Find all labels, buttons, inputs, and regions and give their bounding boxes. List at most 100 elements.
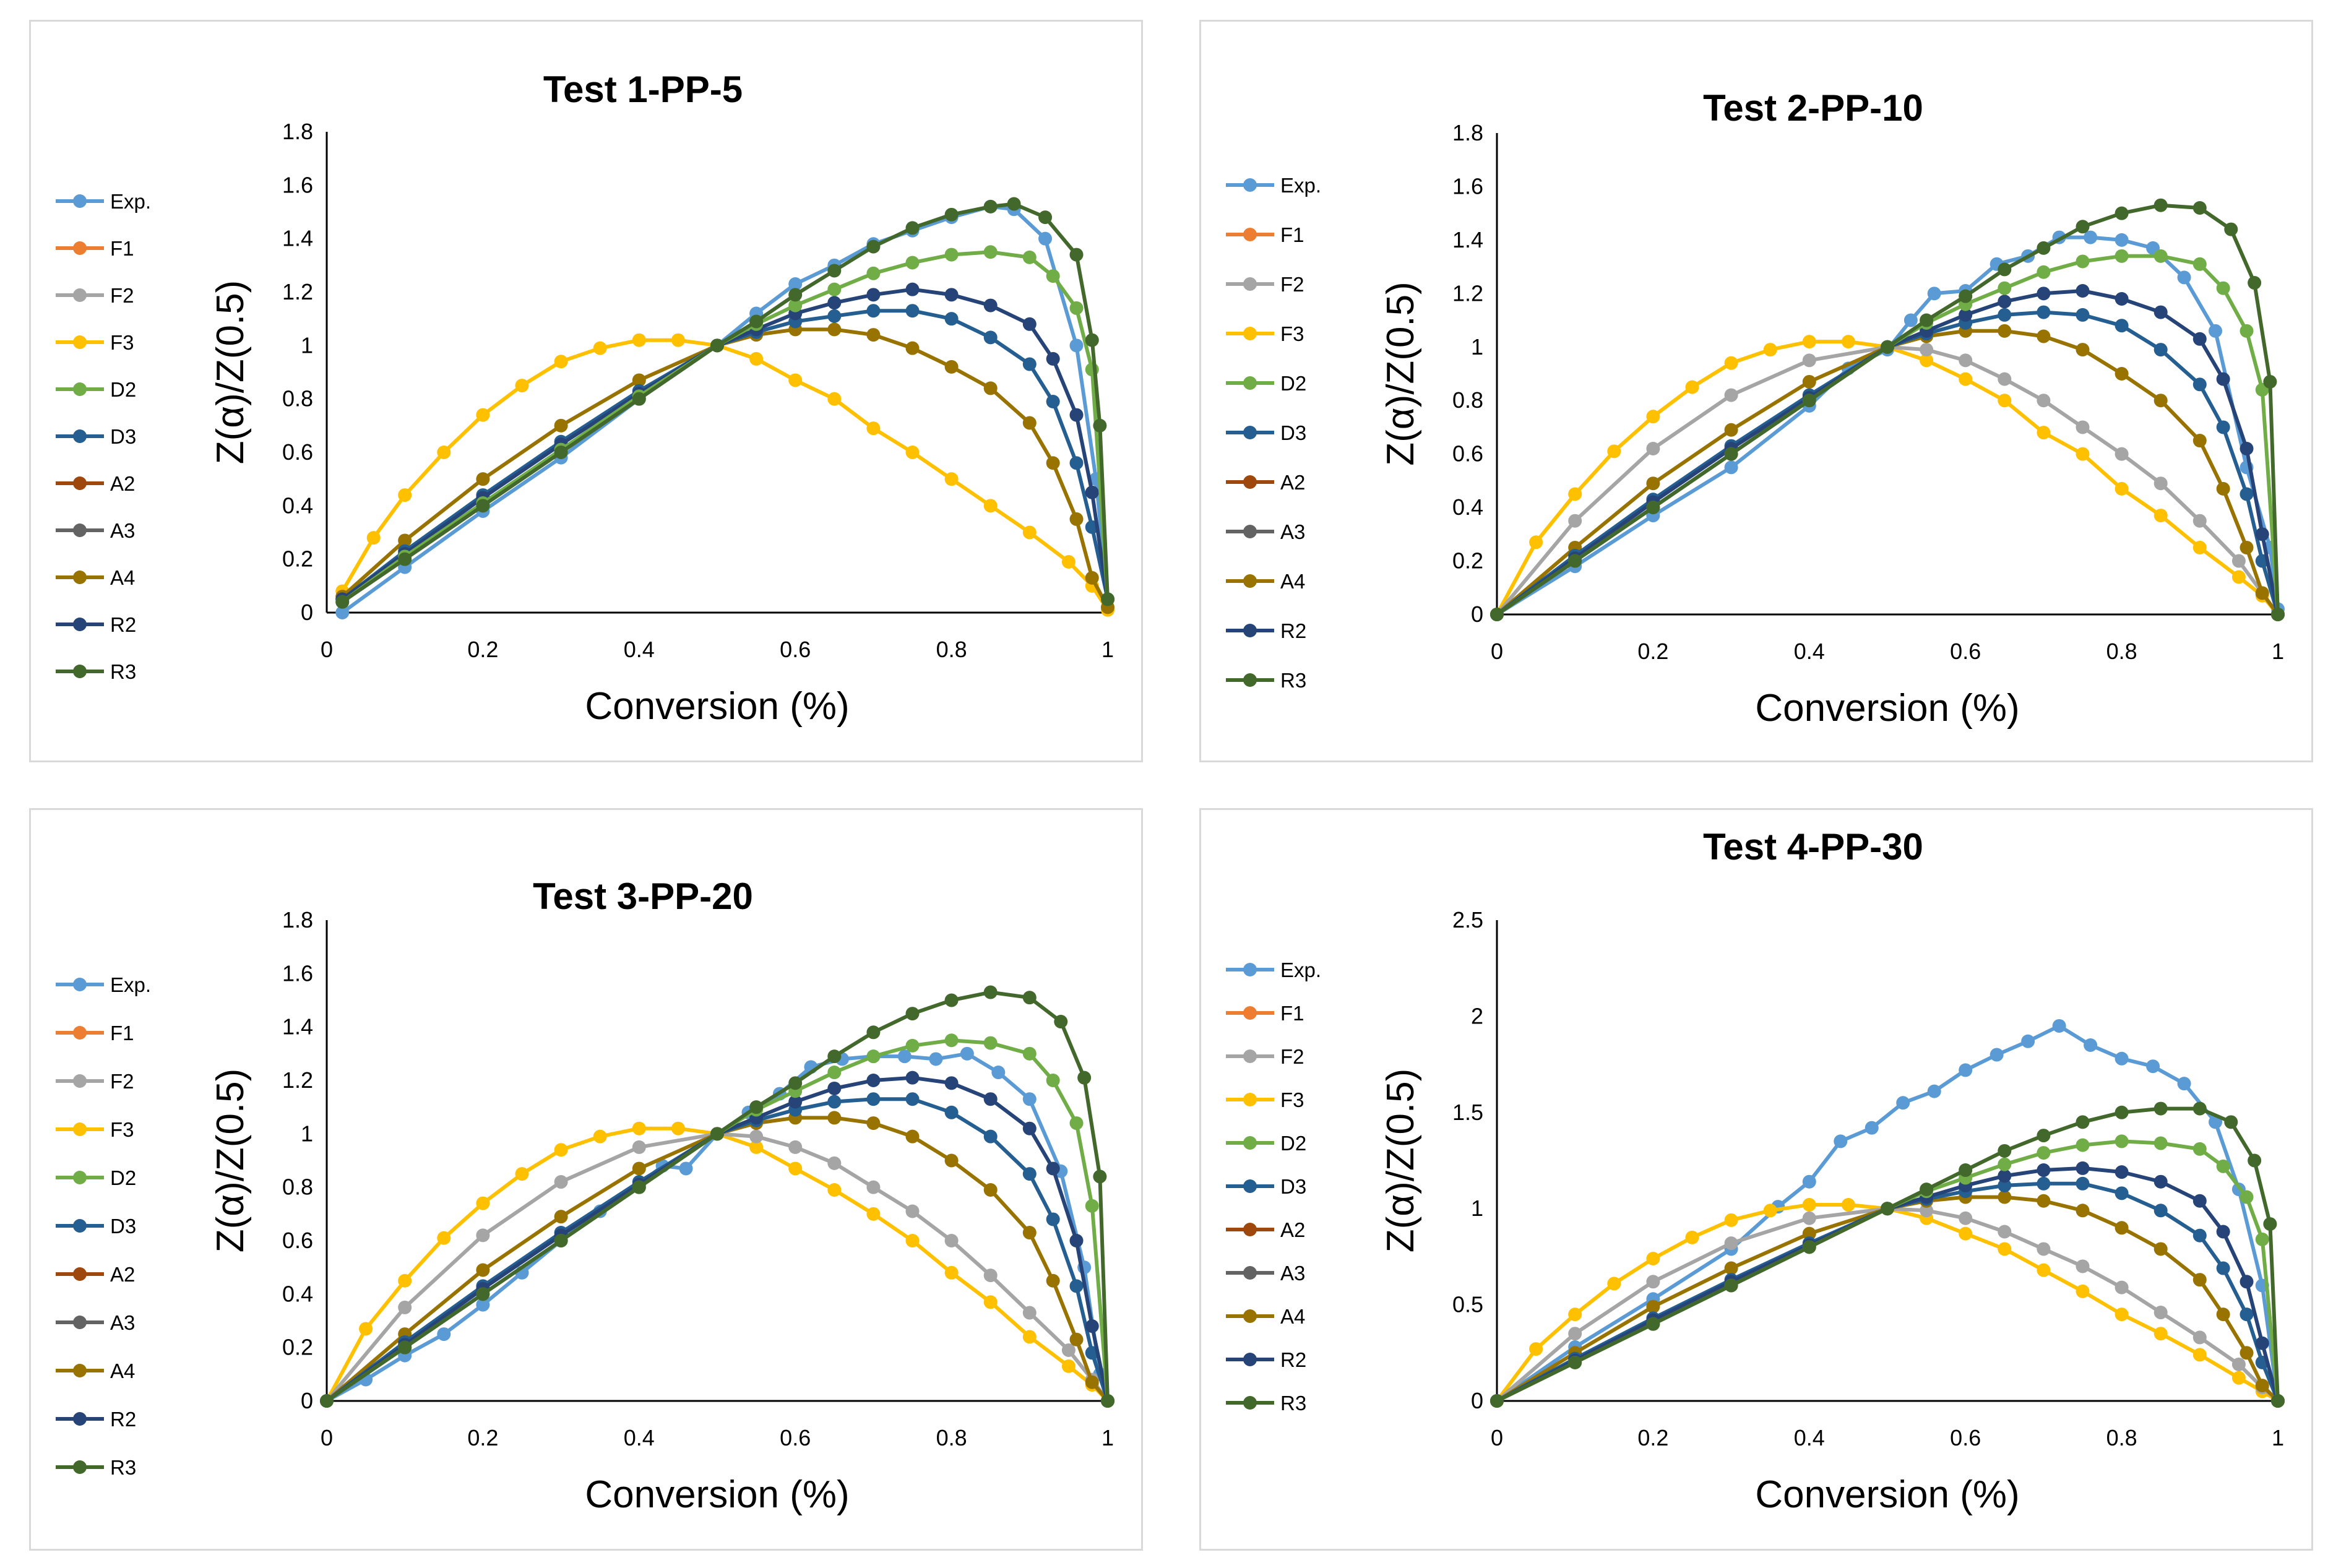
data-point-r3 — [2115, 206, 2129, 220]
data-point-a4 — [2216, 481, 2230, 496]
data-point-f3 — [1685, 380, 1699, 394]
data-point-f2 — [827, 1156, 842, 1170]
data-point-f3 — [593, 1129, 607, 1144]
legend-label-r3: R3 — [110, 660, 136, 683]
data-point-d2 — [2240, 1190, 2254, 1204]
legend-swatch-marker — [1243, 1006, 1257, 1020]
data-point-r3 — [2192, 201, 2207, 215]
data-point-d2 — [866, 1049, 881, 1064]
data-point-d2 — [2216, 1159, 2230, 1173]
chart-panel-3: Test 3-PP-20 0 0.2 0.4 0.6 0.8 1 1.2 1.4 1.6 1.8 0 0… — [29, 808, 1143, 1551]
data-point-f3 — [944, 1265, 959, 1280]
x-tick-label: 0.4 — [1794, 639, 1825, 664]
data-point-d2 — [1069, 1116, 1084, 1131]
data-point-r3 — [1920, 313, 1934, 327]
y-axis-title: Z(α)/Z(0.5) — [1379, 1069, 1422, 1253]
data-point-f3 — [437, 1231, 451, 1245]
data-point-exp — [2115, 1051, 2129, 1066]
data-point-r2 — [1085, 1319, 1099, 1333]
data-point-r3 — [944, 207, 959, 222]
data-point-r3 — [827, 1049, 842, 1064]
data-point-f3 — [476, 408, 490, 422]
legend: Exp. F1 F2 F3 D2 D3 A2 A3 A4 R2 R3 — [56, 190, 151, 683]
data-point-f3 — [515, 1167, 529, 1181]
data-point-f2 — [983, 1269, 998, 1283]
legend-swatch-marker — [73, 1074, 87, 1088]
series-line-r2 — [341, 287, 1110, 601]
legend-label-d3: D3 — [110, 1215, 136, 1238]
legend-swatch-marker — [1243, 1266, 1257, 1280]
legend-swatch-marker — [73, 571, 87, 584]
x-axis-title: Conversion (%) — [585, 1473, 849, 1516]
data-point-exp — [1990, 1048, 2004, 1062]
data-point-d2 — [944, 248, 959, 262]
data-point-a4 — [2115, 367, 2129, 381]
y-tick-label: 0 — [301, 600, 313, 625]
data-point-r2 — [2192, 1194, 2207, 1208]
data-point-a4 — [2216, 1307, 2230, 1322]
data-point-r2 — [2216, 1225, 2230, 1239]
data-point-a4 — [905, 341, 920, 355]
data-point-a4 — [2255, 1379, 2269, 1393]
data-point-r2 — [2216, 372, 2230, 386]
x-tick-label: 0.6 — [1950, 1425, 1981, 1450]
data-point-r3 — [1490, 1394, 1504, 1408]
data-point-r3 — [1881, 340, 1894, 354]
data-point-r2 — [2076, 1161, 2090, 1175]
data-point-f3 — [2076, 1284, 2090, 1298]
data-point-f3 — [1802, 1197, 1816, 1212]
x-tick-label: 0 — [321, 1425, 333, 1450]
data-point-d2 — [905, 1038, 920, 1053]
data-point-f3 — [1998, 394, 2012, 408]
legend-swatch-marker — [1243, 1179, 1257, 1193]
data-point-f3 — [398, 1273, 412, 1288]
data-point-d3 — [2240, 487, 2254, 501]
legend-swatch-marker — [1243, 376, 1257, 390]
series-line-f3 — [1495, 340, 2280, 616]
data-point-r2 — [866, 288, 881, 302]
legend-label-f3: F3 — [1280, 322, 1304, 345]
data-point-r2 — [944, 288, 959, 302]
legend-label-a4: A4 — [1280, 1305, 1305, 1328]
legend-swatch-marker — [1243, 963, 1257, 976]
data-point-f3 — [1920, 353, 1934, 368]
legend-swatch-marker — [1243, 1309, 1257, 1323]
chart-title: Test 2-PP-10 — [1703, 87, 1923, 129]
y-tick-label: 1 — [1471, 1195, 1483, 1221]
series-line-r3 — [1496, 1106, 2280, 1403]
data-point-r2 — [1022, 1121, 1037, 1135]
data-point-r2 — [1069, 1234, 1084, 1247]
data-point-d3 — [2240, 1307, 2254, 1322]
data-point-r3 — [749, 1100, 764, 1114]
data-point-exp — [2146, 1059, 2160, 1074]
data-point-d3 — [2037, 1176, 2051, 1191]
data-point-r3 — [2248, 1153, 2262, 1168]
legend-label-d2: D2 — [110, 1166, 136, 1189]
x-tick-label: 0.8 — [2106, 1425, 2137, 1450]
data-point-a4 — [1085, 1375, 1099, 1389]
data-point-exp — [679, 1161, 693, 1176]
data-point-f2 — [2153, 1306, 2168, 1320]
data-point-a4 — [827, 1111, 842, 1125]
data-point-a4 — [1022, 416, 1037, 430]
data-point-a4 — [866, 328, 881, 342]
data-point-d2 — [1022, 250, 1037, 264]
legend-label-r2: R2 — [110, 1408, 136, 1431]
data-point-a4 — [2153, 394, 2168, 408]
x-tick-label: 1 — [2272, 1425, 2284, 1450]
data-point-d3 — [2115, 319, 2129, 333]
data-point-d3 — [866, 304, 881, 318]
y-axis-title: Z(α)/Z(0.5) — [209, 280, 252, 465]
data-point-f2 — [788, 1140, 803, 1154]
y-tick-label: 1.8 — [282, 907, 313, 933]
data-point-r3 — [827, 264, 842, 278]
data-point-f2 — [905, 1204, 920, 1218]
data-point-f2 — [1959, 1211, 1973, 1225]
data-point-d2 — [2153, 249, 2168, 263]
data-point-r3 — [554, 1234, 568, 1247]
legend-label-f3: F3 — [110, 331, 134, 354]
data-point-r3 — [398, 1340, 412, 1355]
data-point-r2 — [866, 1074, 881, 1087]
legend-label-a2: A2 — [1280, 1218, 1305, 1241]
series-line-d3 — [341, 309, 1110, 601]
